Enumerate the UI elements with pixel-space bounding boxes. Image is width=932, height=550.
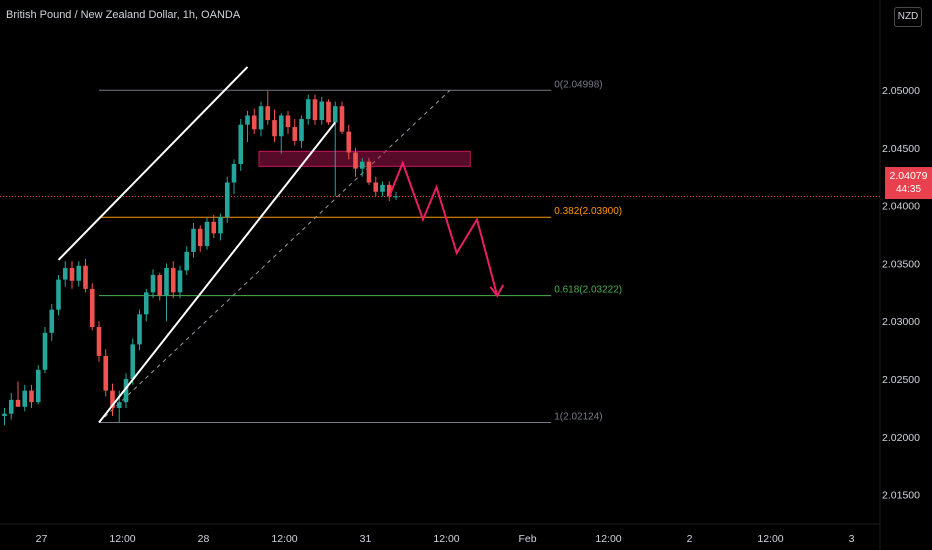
candle-body — [69, 268, 75, 281]
candle-body — [265, 106, 271, 121]
x-tick-label: 12:00 — [595, 533, 621, 545]
candle-body — [2, 413, 7, 417]
candle-body — [353, 152, 358, 169]
candle-body — [305, 99, 311, 119]
candle-body — [373, 182, 379, 192]
candle-body — [164, 268, 169, 296]
x-tick-label: 28 — [198, 533, 210, 545]
candle-body — [137, 314, 142, 345]
y-tick-label: 2.02500 — [882, 374, 920, 386]
candle-body — [103, 355, 109, 391]
candle-body — [184, 251, 190, 271]
candle-body — [123, 379, 129, 403]
candle-body — [56, 279, 61, 310]
fib-level-label: 0(2.04998) — [554, 79, 602, 90]
y-tick-label: 2.02000 — [882, 432, 920, 444]
fib-level-label: 0.618(2.03222) — [554, 285, 622, 296]
candle-body — [258, 106, 264, 130]
candle-body — [177, 270, 183, 293]
candle-body — [76, 265, 82, 281]
candle-body — [42, 332, 48, 370]
candle-body — [197, 228, 203, 247]
candle-body — [89, 288, 95, 328]
candle-body — [157, 275, 163, 296]
candle-body — [143, 292, 149, 315]
candle-body — [29, 390, 34, 403]
candle-body — [35, 369, 41, 403]
channel-line — [57, 66, 249, 261]
candle-body — [116, 402, 122, 408]
currency-badge[interactable]: NZD — [894, 7, 922, 27]
fib-level-label: 0.382(2.03900) — [554, 206, 622, 217]
candle-body — [346, 131, 352, 153]
x-tick-label: 27 — [36, 533, 48, 545]
resistance-zone — [258, 150, 471, 167]
channel-line — [98, 121, 337, 424]
candle-body — [130, 344, 136, 380]
y-tick-label: 2.03500 — [882, 258, 920, 270]
candle-body — [96, 327, 102, 356]
x-tick-label: 3 — [849, 533, 855, 545]
candle-body — [62, 268, 68, 280]
y-tick-label: 2.03000 — [882, 316, 920, 328]
candle-body — [211, 221, 217, 234]
candle-body — [278, 115, 284, 137]
candle-body — [245, 115, 250, 125]
x-tick-label: 12:00 — [109, 533, 135, 545]
current-price-label: 2.04079 — [889, 170, 928, 182]
candle-body — [319, 101, 325, 121]
current-price-tag: 2.04079 44:35 — [885, 167, 932, 199]
candle-body — [366, 161, 372, 183]
candle-body — [339, 106, 345, 132]
candle-body — [380, 184, 385, 192]
candle-body — [292, 127, 298, 141]
candle-body — [204, 221, 210, 247]
candle-body — [22, 390, 28, 407]
candle-body — [238, 124, 244, 165]
candle-body — [332, 106, 338, 123]
y-tick-label: 2.01500 — [882, 490, 920, 502]
x-tick-label: 2 — [687, 533, 693, 545]
y-tick-label: 2.05000 — [882, 85, 920, 97]
candle-body — [150, 275, 156, 293]
candle-body — [386, 184, 392, 197]
candle-body — [191, 228, 196, 252]
symbol-title: British Pound / New Zealand Dollar, 1h, … — [6, 9, 241, 21]
candle-body — [49, 309, 55, 333]
candle-body — [8, 399, 14, 414]
candle-body — [393, 196, 399, 198]
candle-body — [272, 120, 277, 137]
candle-body — [251, 115, 257, 130]
fib-level-label: 1(2.02124) — [554, 412, 602, 423]
x-tick-label: 12:00 — [271, 533, 297, 545]
candle-body — [312, 99, 318, 121]
x-tick-label: 31 — [360, 533, 372, 545]
x-tick-label: 12:00 — [433, 533, 459, 545]
candle-body — [359, 161, 365, 169]
candle-body — [15, 399, 21, 407]
y-tick-label: 2.04000 — [882, 201, 920, 213]
candle-body — [224, 182, 230, 218]
candle-body — [285, 115, 291, 128]
projected-arrowhead — [489, 284, 505, 298]
candle-body — [326, 101, 331, 123]
candle-body — [299, 118, 304, 141]
candle-body — [218, 217, 223, 234]
channel-midline — [98, 89, 451, 423]
x-tick-label: Feb — [518, 533, 536, 545]
y-tick-label: 2.04500 — [882, 143, 920, 155]
x-tick-label: 12:00 — [757, 533, 783, 545]
candle-body — [231, 164, 237, 183]
projected-path — [388, 160, 499, 297]
candle-body — [83, 265, 88, 289]
candle-body — [110, 390, 115, 408]
candle-body — [170, 268, 176, 293]
bar-countdown: 44:35 — [895, 184, 922, 195]
